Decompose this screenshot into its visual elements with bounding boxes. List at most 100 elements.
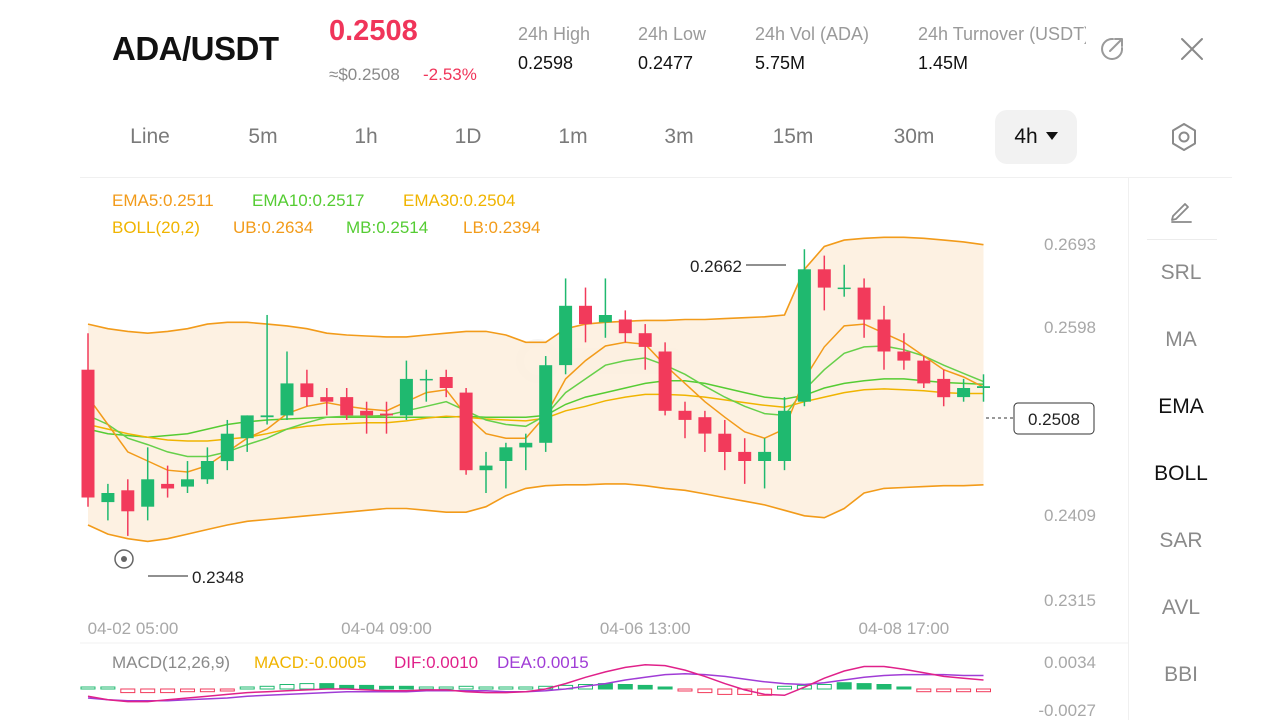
x-axis-label: 04-04 09:00 xyxy=(341,619,432,638)
ema-lines-group xyxy=(87,323,984,473)
macd-axis-label: 0.0034 xyxy=(1044,653,1096,672)
candle-body xyxy=(837,287,851,290)
candle-body xyxy=(817,269,831,288)
tab-1m[interactable]: 1m xyxy=(558,125,588,148)
current-price-box xyxy=(1013,402,1095,435)
pencil-icon[interactable] xyxy=(1167,196,1195,224)
macd-histogram-bar xyxy=(498,686,514,690)
indicator-avl[interactable]: AVL xyxy=(1161,596,1201,619)
tab-1d[interactable]: 1D xyxy=(454,125,482,148)
stat-turnover-value: 1.45M xyxy=(918,53,969,73)
boll-legend: BOLL(20,2) xyxy=(112,218,200,237)
macd-histogram-bar xyxy=(199,688,215,693)
max-price-marker: 0.2662 xyxy=(690,257,742,276)
last-price: 0.2508 xyxy=(329,15,418,47)
candle-body xyxy=(778,410,791,461)
candle-body xyxy=(559,305,573,366)
y-axis-label: 0.2315 xyxy=(1044,591,1096,610)
stat-volume-value: 5.75M xyxy=(755,53,806,73)
candle-body xyxy=(499,447,513,461)
boll-band-group xyxy=(87,236,984,543)
y-axis-label: 0.2693 xyxy=(1044,235,1096,254)
candle-body xyxy=(579,305,592,325)
macd-histogram-bar xyxy=(617,684,633,690)
boll-upper-line xyxy=(87,236,984,344)
indicator-bbi[interactable]: BBI xyxy=(1164,663,1198,686)
indicator-sar[interactable]: SAR xyxy=(1159,529,1203,552)
macd-dea-line xyxy=(87,672,984,702)
indicator-menu: SRL MA EMA BOLL SAR AVL BBI xyxy=(1128,178,1232,720)
boll-ub-legend: UB:0.2634 xyxy=(233,218,313,237)
macd-histogram-bar xyxy=(976,688,991,693)
macd-histogram-bar xyxy=(697,688,713,694)
x-axis-label: 04-08 17:00 xyxy=(859,619,950,638)
macd-dif-line xyxy=(87,663,984,703)
tab-5m[interactable]: 5m xyxy=(248,125,278,148)
close-icon[interactable] xyxy=(1177,34,1207,64)
candle-body xyxy=(977,386,990,388)
candle-body xyxy=(141,479,155,507)
candle-body xyxy=(658,351,672,411)
tab-15m[interactable]: 15m xyxy=(772,125,814,148)
ema10-line xyxy=(87,345,984,458)
macd-histogram-bar xyxy=(259,685,275,690)
macd-histogram-bar xyxy=(418,686,434,690)
candle-body xyxy=(200,461,214,480)
macd-histogram-bar xyxy=(140,688,156,694)
tab-3m[interactable]: 3m xyxy=(664,125,694,148)
timeframe-tabs: Line 5m 1h 1D 1m 3m 15m 30m 4h xyxy=(80,110,1200,164)
boll-mid-line xyxy=(87,378,984,439)
indicator-boll[interactable]: BOLL xyxy=(1154,462,1208,485)
macd-histogram-bar xyxy=(936,688,952,693)
crosshair-icon[interactable] xyxy=(114,549,134,569)
macd-histogram-bar xyxy=(398,685,414,690)
boll-mb-legend: MB:0.2514 xyxy=(346,218,428,237)
candle-body xyxy=(618,319,632,334)
indicator-srl[interactable]: SRL xyxy=(1160,261,1202,284)
macd-histogram-bar xyxy=(896,686,912,690)
candle-body xyxy=(280,383,294,416)
macd-histogram-bar xyxy=(438,686,454,690)
candle-body xyxy=(758,451,772,461)
macd-label: MACD(12,26,9) xyxy=(112,653,230,672)
candle-body xyxy=(957,388,971,398)
macd-histogram-bar xyxy=(80,686,96,690)
candlestick-chart[interactable]: EMA5:0.2511 EMA10:0.2517 EMA30:0.2504 BO… xyxy=(0,178,1128,720)
macd-histogram-bar xyxy=(657,686,673,690)
candle-body xyxy=(101,493,115,503)
candle-body xyxy=(260,415,274,418)
tab-4h[interactable]: 4h xyxy=(995,110,1077,164)
divider xyxy=(80,177,1232,178)
candle-body xyxy=(519,442,533,448)
candle-body xyxy=(181,479,194,487)
tab-line[interactable]: Line xyxy=(130,125,170,148)
settings-icon[interactable] xyxy=(1168,121,1200,153)
tab-1h[interactable]: 1h xyxy=(354,125,378,148)
stat-low-value: 0.2477 xyxy=(638,53,694,73)
current-price-tag: 0.2508 xyxy=(1028,410,1080,429)
share-icon[interactable] xyxy=(1097,34,1127,64)
macd-histogram-bar xyxy=(518,686,534,690)
tab-30m[interactable]: 30m xyxy=(893,125,935,148)
x-axis-label: 04-02 05:00 xyxy=(88,619,179,638)
candle-body xyxy=(161,483,175,489)
candle-body xyxy=(917,360,931,384)
indicator-ma[interactable]: MA xyxy=(1165,328,1197,351)
macd-value: MACD:-0.0005 xyxy=(254,653,366,672)
candle-body xyxy=(360,410,374,416)
candle-body xyxy=(81,369,95,498)
candle-body xyxy=(399,378,413,416)
stat-turnover-label: 24h Turnover (USDT) xyxy=(918,24,1086,44)
indicator-ema[interactable]: EMA xyxy=(1158,395,1204,418)
macd-histogram-bar xyxy=(319,683,335,690)
candle-body xyxy=(439,377,453,388)
boll-lb-legend: LB:0.2394 xyxy=(463,218,541,237)
macd-histogram-bar xyxy=(677,688,693,692)
macd-group xyxy=(80,663,991,703)
macd-histogram-bar xyxy=(239,686,255,690)
macd-histogram-bar xyxy=(478,686,494,690)
macd-histogram-bar xyxy=(916,688,932,693)
candle-body xyxy=(539,365,553,443)
fiat-price: ≈$0.2508 xyxy=(329,65,400,84)
candle-body xyxy=(479,465,493,471)
